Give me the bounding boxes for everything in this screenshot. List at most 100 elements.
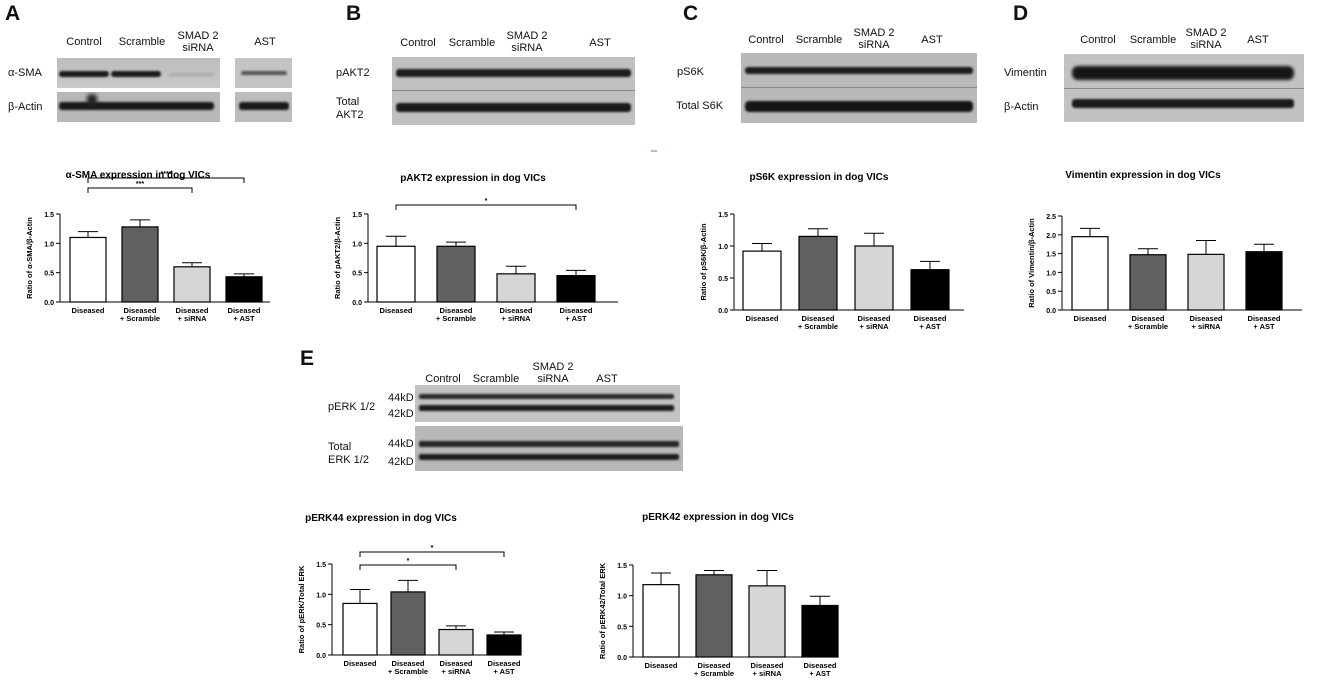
y-tick-label: 0.0 [718,308,728,315]
lane-label-smad2-sirna: SMAD 2 siRNA [177,30,219,54]
x-tick-label: + AST [1253,322,1275,331]
lane-label-ast: AST [596,373,618,385]
blot-row-label-ps6k: pS6K [677,66,704,78]
divider [392,90,635,91]
x-tick-label: Diseased [72,306,105,315]
blot-image-beta-actin-ast [235,92,292,122]
y-tick-label: 2.0 [1046,233,1056,240]
chart-5: pERK44 expression in dog VICs 0.0 0.5 1.0 1.… [297,513,522,676]
x-tick-label: Diseased [488,659,521,668]
y-tick-label: 1.5 [617,563,627,570]
x-tick-label: + Scramble [694,669,734,678]
chart-title: pS6K expression in dog VICs [750,172,889,183]
y-tick-label: 1.5 [352,212,362,219]
bar [496,273,536,303]
y-tick-label: 0.5 [44,271,54,278]
y-tick-label: 0.0 [352,300,362,307]
panel-letter-d: D [1013,2,1029,25]
x-tick-label: Diseased [746,314,779,323]
bar [173,266,211,303]
lane-label-ast: AST [921,34,943,46]
band [59,71,109,77]
bar [854,245,894,311]
lane-label-control: Control [400,37,436,49]
chart-2: pAKT2 expression in dog VICs 0.0 0.5 1.0 1.5… [333,173,618,323]
blot-image-ps6k [741,53,977,123]
kd-label-44: 44kD [388,438,414,450]
bar [225,276,263,303]
band [1072,66,1294,80]
y-tick-label: 0.5 [718,276,728,283]
x-tick-label: Diseased [392,659,425,668]
x-tick-label: Diseased [124,306,157,315]
significance-label: * [407,558,410,565]
smudge [87,94,97,106]
chart-3: pS6K expression in dog VICs 0.0 0.5 1.0 1.5 R… [699,172,964,331]
x-tick-label: Diseased [440,306,473,315]
y-tick-label: 2.5 [1046,214,1056,221]
band [111,71,161,77]
blot-row-label-total-erk: Total ERK 1/2 [328,441,369,466]
significance-label: *** [136,181,144,188]
bar [642,584,680,658]
blot-image-alpha-sma-ast [235,58,292,88]
lane-label-scramble: Scramble [472,373,520,385]
x-tick-label: Diseased [176,306,209,315]
y-tick-label: 0.0 [44,300,54,307]
x-tick-label: + siRNA [753,669,783,678]
bar [69,236,107,303]
chart-4: Vimentin expression in dog VICs 0.0 0.5 1.0… [1027,170,1302,331]
lane-label-ast: AST [1247,34,1269,46]
divider [741,87,977,88]
x-tick-label: Diseased [1248,314,1281,323]
x-tick-label: Diseased [804,661,837,670]
x-tick-label: Diseased [560,306,593,315]
lane-label-scramble: Scramble [795,34,843,46]
bar [390,591,426,656]
y-tick-label: 1.5 [44,212,54,219]
bar [695,574,733,658]
lane-label-scramble: Scramble [448,37,496,49]
significance-bracket [87,177,245,183]
bar [801,604,839,658]
bar [1187,253,1225,311]
chart-title: pAKT2 expression in dog VICs [400,173,546,184]
lane-label-control: Control [425,373,461,385]
divider [1064,88,1304,89]
y-tick-label: 0.0 [617,655,627,662]
blot-image-total-erk [415,426,683,471]
lane-label-smad2-sirna: SMAD 2 siRNA [1185,27,1227,51]
y-tick-label: 1.0 [44,241,54,248]
x-tick-label: Diseased [645,661,678,670]
y-tick-label: 1.0 [352,241,362,248]
x-tick-label: Diseased [1074,314,1107,323]
y-tick-label: 1.5 [718,212,728,219]
y-tick-label: 0.5 [352,271,362,278]
chart-title: pERK42 expression in dog VICs [642,512,794,523]
band [396,103,631,112]
chart-title: pERK44 expression in dog VICs [305,513,457,524]
band-44kd [419,394,674,399]
panel-letter-e: E [300,347,315,370]
x-tick-label: Diseased [380,306,413,315]
bar [556,275,596,303]
panel-letter-a: A [5,2,21,25]
y-tick-label: 1.0 [316,592,326,599]
x-tick-label: Diseased [440,659,473,668]
y-tick-label: 1.0 [718,244,728,251]
band [1072,99,1294,108]
significance-label: **** [161,171,172,178]
blot-image-alpha-sma [57,58,220,88]
x-tick-label: + siRNA [502,314,532,323]
y-tick-label: 0.5 [316,623,326,630]
blot-row-label-beta-actin: β-Actin [8,101,43,113]
y-axis-label: Ratio of α-SMA/β-Actin [25,217,34,299]
x-tick-label: + AST [919,322,941,331]
bar [798,235,838,311]
y-tick-label: 0.5 [617,624,627,631]
y-axis-label: Ratio of pERK42/Total ERK [598,562,607,659]
blot-image-pakt2 [392,57,635,125]
blot-row-label-total-akt2: Total AKT2 [336,96,364,121]
chart-1: α-SMA expression in dog VICs 0.0 0.5 1.0 1.5… [25,170,270,323]
